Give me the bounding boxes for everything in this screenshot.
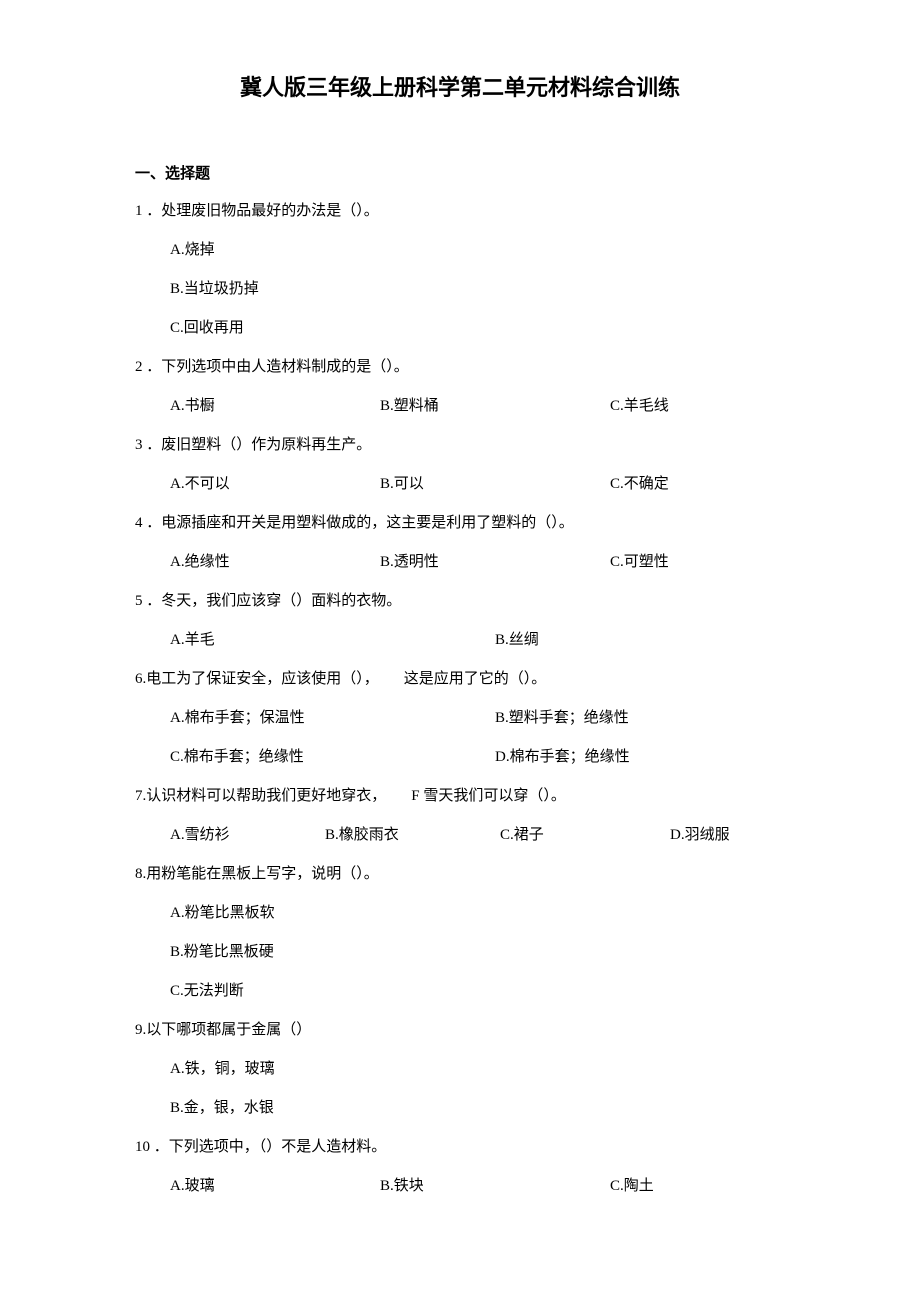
- options: A.玻璃 B.铁块 C.陶土: [135, 1176, 785, 1197]
- question-text: 8.用粉笔能在黑板上写字，说明（）。: [135, 864, 785, 885]
- question-text: 1 ．处理废旧物品最好的办法是（）。: [135, 201, 785, 222]
- question-4: 4 ．电源插座和开关是用塑料做成的，这主要是利用了塑料的（）。 A.绝缘性 B.…: [135, 513, 785, 573]
- options: A.羊毛 B.丝绸: [135, 630, 785, 651]
- option-c: C.无法判断: [170, 981, 785, 1002]
- document-title: 冀人版三年级上册科学第二单元材料综合训练: [135, 70, 785, 102]
- q6-text-a: 6.电工为了保证安全，应该使用（），: [135, 671, 379, 687]
- option-b: B.粉笔比黑板硬: [170, 942, 785, 963]
- section-header: 一、选择题: [135, 162, 785, 183]
- options: A.绝缘性 B.透明性 C.可塑性: [135, 552, 785, 573]
- option-a: A.羊毛: [170, 630, 495, 651]
- option-a: A.铁，铜，玻璃: [170, 1059, 785, 1080]
- question-text: 6.电工为了保证安全，应该使用（）， 这是应用了它的（）。: [135, 669, 785, 690]
- option-a: A.绝缘性: [170, 552, 380, 573]
- option-a: A.粉笔比黑板软: [170, 903, 785, 924]
- option-b: B.可以: [380, 474, 610, 495]
- q6-text-b: 这是应用了它的（）。: [404, 671, 547, 687]
- question-2: 2 ．下列选项中由人造材料制成的是（）。 A.书橱 B.塑料桶 C.羊毛线: [135, 357, 785, 417]
- option-b: B.透明性: [380, 552, 610, 573]
- option-c: C.棉布手套；绝缘性: [170, 747, 495, 768]
- question-3: 3 ．废旧塑料（）作为原料再生产。 A.不可以 B.可以 C.不确定: [135, 435, 785, 495]
- options-row2: C.棉布手套；绝缘性 D.棉布手套；绝缘性: [135, 747, 785, 768]
- question-text: 2 ．下列选项中由人造材料制成的是（）。: [135, 357, 785, 378]
- option-b: B.橡胶雨衣: [325, 825, 500, 846]
- q7-text-a: 7.认识材料可以帮助我们更好地穿衣，: [135, 788, 386, 804]
- option-c: C.回收再用: [170, 318, 785, 339]
- option-c: C.不确定: [610, 474, 669, 495]
- option-b: B.金，银，水银: [170, 1098, 785, 1119]
- options-row1: A.棉布手套；保温性 B.塑料手套；绝缘性: [135, 708, 785, 729]
- options: A.粉笔比黑板软 B.粉笔比黑板硬 C.无法判断: [135, 903, 785, 1002]
- options: A.雪纺衫 B.橡胶雨衣 C.裙子 D.羽绒服: [135, 825, 785, 846]
- question-text: 7.认识材料可以帮助我们更好地穿衣， F 雪天我们可以穿（）。: [135, 786, 785, 807]
- question-text: 4 ．电源插座和开关是用塑料做成的，这主要是利用了塑料的（）。: [135, 513, 785, 534]
- option-b: B.塑料手套；绝缘性: [495, 708, 629, 729]
- option-b: B.铁块: [380, 1176, 610, 1197]
- option-d: D.棉布手套；绝缘性: [495, 747, 630, 768]
- options: A.书橱 B.塑料桶 C.羊毛线: [135, 396, 785, 417]
- question-10: 10 ．下列选项中，（）不是人造材料。 A.玻璃 B.铁块 C.陶土: [135, 1137, 785, 1197]
- option-a: A.烧掉: [170, 240, 785, 261]
- question-8: 8.用粉笔能在黑板上写字，说明（）。 A.粉笔比黑板软 B.粉笔比黑板硬 C.无…: [135, 864, 785, 1002]
- option-c: C.裙子: [500, 825, 670, 846]
- options: A.烧掉 B.当垃圾扔掉 C.回收再用: [135, 240, 785, 339]
- q7-text-b: F 雪天我们可以穿（）。: [411, 788, 566, 804]
- question-1: 1 ．处理废旧物品最好的办法是（）。 A.烧掉 B.当垃圾扔掉 C.回收再用: [135, 201, 785, 339]
- option-a: A.玻璃: [170, 1176, 380, 1197]
- option-a: A.不可以: [170, 474, 380, 495]
- question-7: 7.认识材料可以帮助我们更好地穿衣， F 雪天我们可以穿（）。 A.雪纺衫 B.橡…: [135, 786, 785, 846]
- option-b: B.当垃圾扔掉: [170, 279, 785, 300]
- question-text: 9.以下哪项都属于金属（）: [135, 1020, 785, 1041]
- option-c: C.陶土: [610, 1176, 654, 1197]
- options: A.不可以 B.可以 C.不确定: [135, 474, 785, 495]
- option-c: C.羊毛线: [610, 396, 669, 417]
- options: A.铁，铜，玻璃 B.金，银，水银: [135, 1059, 785, 1119]
- option-b: B.丝绸: [495, 630, 539, 651]
- option-a: A.书橱: [170, 396, 380, 417]
- option-c: C.可塑性: [610, 552, 669, 573]
- question-text: 5 ．冬天，我们应该穿（）面料的衣物。: [135, 591, 785, 612]
- option-b: B.塑料桶: [380, 396, 610, 417]
- option-a: A.棉布手套；保温性: [170, 708, 495, 729]
- question-5: 5 ．冬天，我们应该穿（）面料的衣物。 A.羊毛 B.丝绸: [135, 591, 785, 651]
- question-9: 9.以下哪项都属于金属（） A.铁，铜，玻璃 B.金，银，水银: [135, 1020, 785, 1119]
- question-text: 3 ．废旧塑料（）作为原料再生产。: [135, 435, 785, 456]
- question-text: 10 ．下列选项中，（）不是人造材料。: [135, 1137, 785, 1158]
- option-a: A.雪纺衫: [170, 825, 325, 846]
- option-d: D.羽绒服: [670, 825, 730, 846]
- question-6: 6.电工为了保证安全，应该使用（）， 这是应用了它的（）。 A.棉布手套；保温性 …: [135, 669, 785, 768]
